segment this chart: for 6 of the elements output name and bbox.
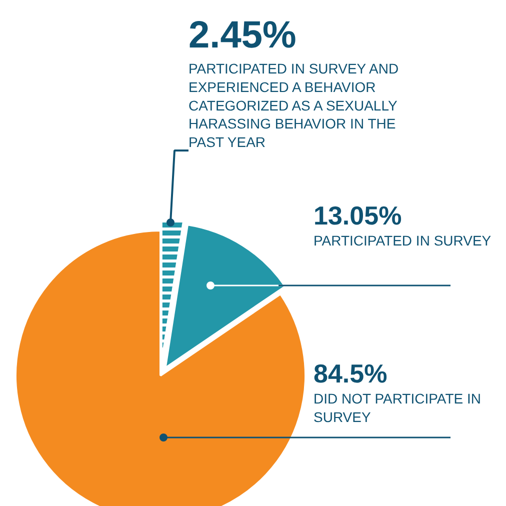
data-label: 2.45% xyxy=(188,14,296,56)
slice-label: PARTICIPATED IN SURVEY xyxy=(314,232,492,248)
data-label: 13.05% xyxy=(314,200,402,230)
slice-label: DID NOT PARTICIPATE IN SURVEY xyxy=(314,390,482,425)
data-label: 84.5% xyxy=(314,358,388,388)
slice-label: PARTICIPATED IN SURVEY AND EXPERIENCED A BEHAVIOR CATEGORIZED AS A SEXUALLY HARASSING BEHAVIOR IN THE PAST YEAR xyxy=(188,60,399,150)
